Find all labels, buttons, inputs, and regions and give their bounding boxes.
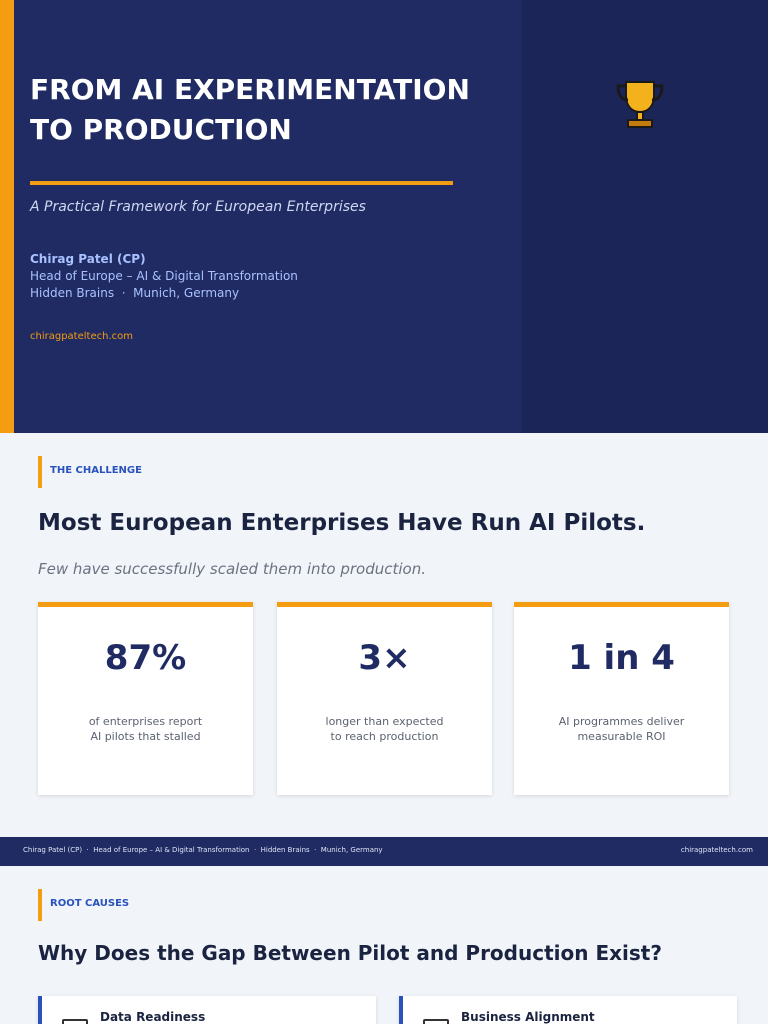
section-heading: Most European Enterprises Have Run AI Pi… — [38, 510, 646, 536]
stat-value: 87% — [104, 638, 187, 678]
hero-side-panel — [522, 0, 768, 433]
title-line: TO PRODUCTION — [30, 113, 292, 146]
footer-bar — [0, 837, 768, 866]
stat-card-top — [277, 602, 492, 607]
cause-card-accent — [38, 996, 42, 1024]
stat-description: AI pilots that stalled — [90, 730, 201, 743]
stat-description: longer than expected — [325, 715, 444, 728]
cause-icon — [423, 1019, 449, 1024]
cause-card-accent — [399, 996, 403, 1024]
stat-card — [38, 602, 253, 795]
stat-description: of enterprises report — [88, 715, 203, 728]
stat-value: 1 in 4 — [568, 638, 675, 678]
cause-icon — [62, 1019, 88, 1024]
stat-description: to reach production — [330, 730, 439, 743]
footer-website: chiragpateltech.com — [680, 846, 753, 854]
trophy-icon — [616, 81, 664, 128]
author: Chirag Patel (CP) — [30, 252, 146, 266]
cause-title: Data Readiness — [100, 1010, 206, 1024]
stat-value: 3× — [358, 638, 411, 678]
stat-card — [277, 602, 492, 795]
section-subheading: Few have successfully scaled them into p… — [38, 560, 426, 578]
role: Head of Europe – AI & Digital Transforma… — [30, 269, 298, 283]
cause-card — [38, 996, 376, 1024]
accent-bar — [0, 0, 14, 433]
subtitle: A Practical Framework for European Enter… — [30, 199, 366, 215]
footer-text: Chirag Patel (CP) · Head of Europe – AI … — [23, 846, 383, 854]
stat-card-top — [38, 602, 253, 607]
stat-description: measurable ROI — [577, 730, 666, 743]
cause-card — [399, 996, 737, 1024]
hero-title: FROM AI EXPERIMENTATION TO PRODUCTION — [30, 70, 470, 150]
title-line: FROM AI EXPERIMENTATION — [30, 73, 470, 106]
section-label: THE CHALLENGE — [50, 465, 142, 476]
label-bar — [38, 456, 42, 488]
company: Hidden Brains · Munich, Germany — [30, 286, 240, 300]
stat-card-top — [514, 602, 729, 607]
title-rule — [30, 181, 453, 185]
website: chiragpateltech.com — [30, 331, 133, 342]
label-bar — [38, 889, 42, 921]
cause-title: Business Alignment — [461, 1010, 595, 1024]
stat-description: AI programmes deliver — [558, 715, 685, 728]
section-label: ROOT CAUSES — [50, 898, 130, 909]
section-heading: Why Does the Gap Between Pilot and Produ… — [38, 941, 662, 965]
stat-card — [514, 602, 729, 795]
